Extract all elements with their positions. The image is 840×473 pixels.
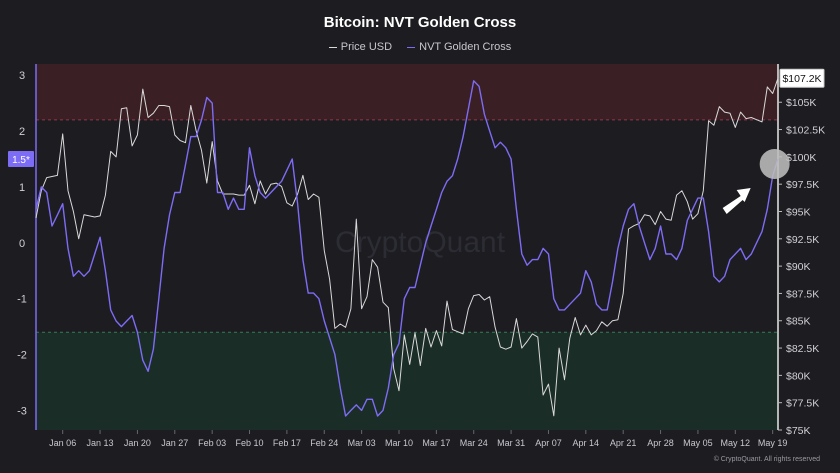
footer-copyright: © CryptoQuant. All rights reserved: [713, 456, 820, 463]
highlight-circle: [759, 148, 790, 179]
x-axis-tick-label: Mar 03: [348, 438, 376, 448]
right-axis-tick-label: $90K: [786, 261, 811, 273]
x-axis-tick-label: Feb 17: [273, 438, 301, 448]
x-axis-tick-label: Jan 20: [124, 438, 151, 448]
left-axis-tick-label: 1: [19, 182, 25, 194]
legend-nvt-label: NVT Golden Cross: [419, 41, 512, 53]
x-axis-tick-label: Mar 24: [460, 438, 488, 448]
right-axis-tick-label: $102.5K: [786, 125, 825, 137]
x-axis-tick-label: Feb 10: [236, 438, 264, 448]
arrow-pointer: [722, 187, 751, 214]
right-axis-tick-label: $75K: [786, 425, 811, 437]
legend-item-nvt[interactable]: NVT Golden Cross: [407, 41, 511, 53]
chart-title: Bitcoin: NVT Golden Cross: [323, 14, 517, 31]
right-axis-tick-label: $85K: [786, 316, 811, 328]
legend-price-label: Price USD: [340, 41, 393, 53]
right-value-marker: [779, 68, 825, 88]
x-axis-tick-label: Apr 21: [610, 438, 637, 448]
x-axis-tick-label: May 05: [683, 438, 713, 448]
x-axis-tick-label: May 12: [721, 438, 751, 448]
right-axis-tick-label: $77.5K: [786, 398, 819, 410]
right-axis-tick-label: $92.5K: [786, 234, 819, 246]
x-axis-tick-label: Feb 03: [198, 438, 226, 448]
x-axis-tick-label: Jan 06: [49, 438, 76, 448]
left-axis-tick-label: -3: [17, 405, 27, 417]
legend-nvt-swatch: [407, 46, 416, 48]
x-axis-tick-label: Apr 28: [647, 438, 674, 448]
x-axis-tick-label: Jan 27: [161, 438, 188, 448]
nvt-golden-cross-line: [35, 80, 779, 417]
right-value-marker-label: $107.2K: [782, 73, 821, 85]
left-value-marker-label: 1.5*: [12, 155, 30, 166]
watermark: CryptoQuant: [335, 226, 506, 259]
right-axis-tick-label: $80K: [786, 370, 811, 382]
left-axis-tick-label: -2: [17, 350, 27, 362]
right-axis-tick-label: $100K: [786, 152, 816, 164]
x-axis-tick-label: May 19: [758, 438, 788, 448]
x-axis-tick-label: Feb 24: [310, 438, 338, 448]
right-axis-tick-label: $105K: [786, 97, 816, 109]
x-axis-tick-label: Apr 07: [535, 438, 562, 448]
x-axis: Jan 06 Jan 13 Jan 20 Jan 27 Feb 03 Feb 10 Feb …: [49, 430, 787, 448]
x-axis-tick-label: Apr 14: [573, 438, 600, 448]
watermark-text: CryptoQuant: [335, 226, 506, 259]
right-axis: $105K $102.5K $100K $97.5K $95K $92.5K $90K $87…: [777, 64, 825, 437]
right-axis-tick-label: $87.5K: [786, 288, 819, 300]
axis-markers: 1.5* $107.2K: [8, 68, 825, 167]
zone-band: [36, 64, 778, 120]
x-axis-tick-label: Mar 31: [497, 438, 525, 448]
left-axis: 3 2 1 0 -1 -2 -3: [17, 64, 37, 430]
left-axis-tick-label: -1: [17, 294, 27, 306]
x-axis-tick-label: Mar 10: [385, 438, 413, 448]
right-axis-tick-label: $97.5K: [786, 179, 819, 191]
x-axis-tick-label: Jan 13: [87, 438, 114, 448]
legend: Price USD NVT Golden Cross: [0, 41, 840, 53]
left-axis-tick-label: 3: [19, 70, 25, 82]
annotations: [722, 148, 790, 214]
legend-item-price[interactable]: Price USD: [328, 41, 393, 53]
left-value-marker: [8, 150, 34, 167]
price-usd-line: [35, 78, 779, 417]
legend-price-swatch: [328, 46, 337, 48]
series-lines: [35, 78, 779, 417]
left-axis-tick-label: 0: [19, 238, 25, 250]
right-axis-tick-label: $95K: [786, 206, 811, 218]
x-axis-tick-label: Mar 17: [422, 438, 450, 448]
right-axis-tick-label: $82.5K: [786, 343, 819, 355]
left-axis-tick-label: 2: [19, 126, 25, 138]
